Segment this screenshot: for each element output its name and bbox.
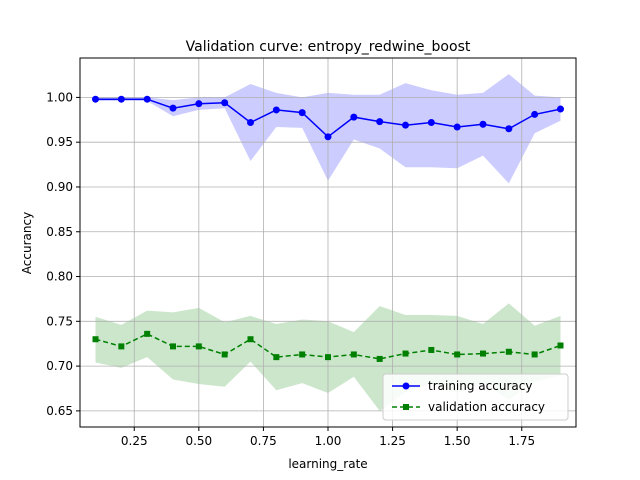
legend: training accuracy validation accuracy bbox=[382, 373, 569, 421]
data-point-validation bbox=[428, 346, 435, 353]
data-point-training bbox=[376, 118, 384, 126]
x-tick-label: 1.75 bbox=[508, 434, 535, 448]
y-tick-label: 1.00 bbox=[46, 90, 73, 104]
y-tick-label: 0.70 bbox=[46, 359, 73, 373]
x-tick-label: 0.25 bbox=[121, 434, 148, 448]
data-point-training bbox=[479, 120, 487, 128]
x-tick-label: 0.50 bbox=[185, 434, 212, 448]
legend-label-training: training accuracy bbox=[428, 379, 532, 393]
data-point-training bbox=[117, 95, 125, 103]
x-tick-label: 1.25 bbox=[379, 434, 406, 448]
x-axis-ticks: 0.25 0.50 0.75 1.00 1.25 1.50 1.75 bbox=[121, 427, 535, 448]
data-point-training bbox=[92, 95, 99, 103]
legend-label-validation: validation accuracy bbox=[428, 400, 545, 414]
data-point-validation bbox=[195, 343, 202, 350]
data-point-training bbox=[247, 118, 254, 126]
x-axis-label: learning_rate bbox=[288, 457, 367, 471]
data-point-training bbox=[453, 123, 461, 131]
y-axis-ticks: 0.65 0.70 0.75 0.80 0.85 0.90 0.95 1.00 bbox=[46, 90, 80, 418]
legend-entry-validation: validation accuracy bbox=[392, 400, 545, 414]
data-point-validation bbox=[376, 355, 383, 362]
data-point-training bbox=[221, 99, 229, 107]
y-tick-label: 0.65 bbox=[46, 404, 73, 418]
x-tick-label: 0.75 bbox=[250, 434, 277, 448]
data-point-training bbox=[350, 113, 358, 121]
data-point-validation bbox=[273, 354, 280, 361]
data-point-validation bbox=[247, 336, 254, 343]
series-markers bbox=[92, 95, 564, 362]
data-point-training bbox=[272, 106, 280, 114]
data-point-validation bbox=[92, 336, 99, 343]
data-point-validation bbox=[531, 351, 538, 358]
data-point-training bbox=[195, 100, 203, 108]
data-point-training bbox=[402, 121, 409, 129]
data-point-training bbox=[324, 133, 332, 141]
data-point-validation bbox=[325, 354, 331, 361]
data-point-validation bbox=[350, 351, 357, 358]
data-point-validation bbox=[480, 350, 486, 357]
data-point-validation bbox=[402, 350, 409, 357]
data-point-validation bbox=[505, 348, 512, 355]
y-tick-label: 0.85 bbox=[46, 225, 73, 239]
legend-box bbox=[382, 373, 569, 421]
data-point-validation bbox=[144, 330, 151, 337]
chart-title: Validation curve: entropy_redwine_boost bbox=[186, 39, 471, 55]
y-axis-label: Accurancy bbox=[20, 212, 34, 274]
data-point-training bbox=[531, 110, 539, 118]
data-point-training bbox=[143, 95, 151, 103]
data-point-training bbox=[557, 105, 564, 113]
y-tick-label: 0.80 bbox=[46, 270, 73, 284]
data-point-training bbox=[427, 118, 435, 126]
data-point-validation bbox=[221, 351, 228, 358]
data-point-validation bbox=[299, 351, 306, 358]
legend-entry-training: training accuracy bbox=[392, 379, 532, 393]
data-point-validation bbox=[454, 351, 461, 358]
data-point-training bbox=[505, 125, 513, 133]
y-tick-label: 0.90 bbox=[46, 180, 73, 194]
x-tick-label: 1.00 bbox=[315, 434, 342, 448]
y-tick-label: 0.75 bbox=[46, 314, 73, 328]
y-tick-label: 0.95 bbox=[46, 135, 73, 149]
legend-marker-validation bbox=[403, 404, 409, 410]
legend-marker-training bbox=[402, 382, 410, 390]
x-tick-label: 1.50 bbox=[444, 434, 471, 448]
data-point-training bbox=[169, 104, 177, 112]
data-point-validation bbox=[170, 343, 176, 350]
data-point-validation bbox=[557, 342, 564, 349]
data-point-training bbox=[298, 109, 306, 117]
data-point-validation bbox=[118, 343, 125, 350]
